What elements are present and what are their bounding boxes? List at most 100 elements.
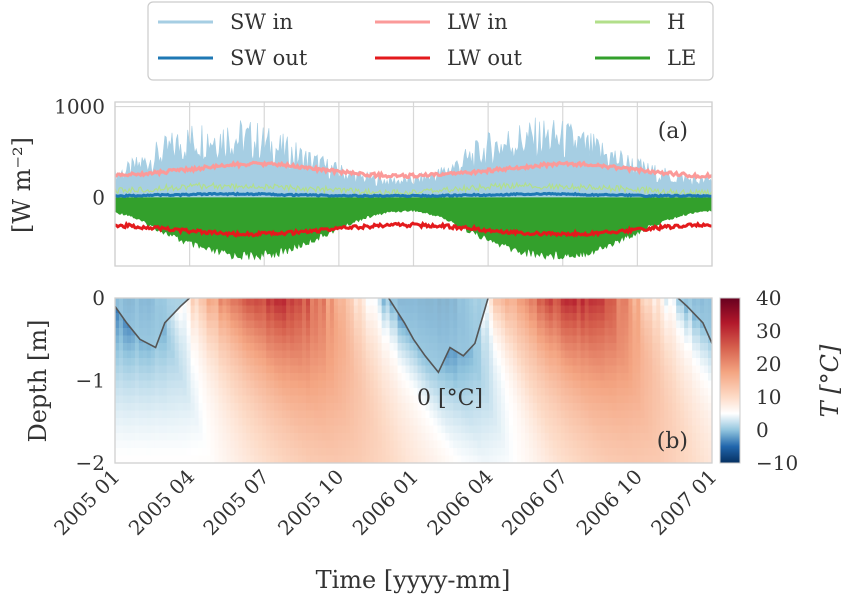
heatmap-cell bbox=[620, 403, 626, 412]
heatmap-cell bbox=[238, 298, 243, 307]
heatmap-cell bbox=[174, 388, 180, 397]
heatmap-cell bbox=[604, 410, 610, 419]
heatmap-cell bbox=[238, 425, 243, 434]
heatmap-cell bbox=[178, 448, 184, 457]
heatmap-cell bbox=[604, 305, 610, 314]
panel-a-label: (a) bbox=[658, 119, 688, 144]
heatmap-cell bbox=[489, 320, 494, 329]
heatmap-cell bbox=[162, 350, 168, 359]
heatmap-cell bbox=[353, 328, 359, 337]
heatmap-cell bbox=[210, 403, 216, 412]
heatmap-cell bbox=[238, 373, 243, 382]
heatmap-cell bbox=[516, 320, 522, 329]
heatmap-cell bbox=[596, 403, 602, 412]
heatmap-cell bbox=[377, 380, 383, 389]
heatmap-cell bbox=[246, 388, 251, 397]
heatmap-cell bbox=[413, 403, 419, 412]
heatmap-cell bbox=[290, 298, 295, 307]
heatmap-cell bbox=[290, 350, 295, 359]
heatmap-cell bbox=[298, 343, 303, 352]
heatmap-cell bbox=[524, 418, 530, 427]
heatmap-cell bbox=[489, 298, 494, 307]
heatmap-cell bbox=[142, 455, 148, 463]
zero-isotherm-line bbox=[677, 298, 712, 344]
heatmap-cell bbox=[528, 448, 534, 457]
heatmap-cell bbox=[274, 328, 279, 337]
heatmap-cell bbox=[198, 328, 204, 337]
heatmap-cell bbox=[660, 425, 665, 434]
heatmap-cell bbox=[270, 440, 275, 449]
heatmap-cell bbox=[489, 373, 494, 382]
heatmap-cell bbox=[540, 418, 546, 427]
heatmap-cell bbox=[385, 418, 391, 427]
heatmap-cell bbox=[604, 313, 610, 322]
heatmap-cell bbox=[306, 388, 311, 397]
heatmap-cell bbox=[700, 373, 705, 382]
heatmap-cell bbox=[353, 313, 359, 322]
heatmap-cell bbox=[548, 298, 554, 307]
heatmap-cell bbox=[226, 328, 232, 337]
heatmap-cell bbox=[704, 380, 709, 389]
heatmap-cell bbox=[162, 403, 168, 412]
heatmap-cell bbox=[122, 388, 128, 397]
heatmap-cell bbox=[178, 395, 184, 404]
heatmap-cell bbox=[294, 433, 299, 442]
heatmap-cell bbox=[453, 380, 458, 389]
heatmap-cell bbox=[656, 448, 661, 457]
heatmap-cell bbox=[413, 425, 419, 434]
heatmap-cell bbox=[644, 350, 649, 359]
heatmap-cell bbox=[365, 380, 371, 389]
heatmap-cell bbox=[162, 320, 168, 329]
heatmap-cell bbox=[640, 448, 645, 457]
heatmap-cell bbox=[361, 388, 367, 397]
heatmap-cell bbox=[214, 313, 220, 322]
heatmap-cell bbox=[210, 388, 216, 397]
heatmap-cell bbox=[381, 440, 387, 449]
heatmap-cell bbox=[632, 455, 637, 463]
heatmap-cell bbox=[572, 440, 578, 449]
heatmap-cell bbox=[429, 380, 434, 389]
heatmap-cell bbox=[349, 455, 355, 463]
heatmap-cell bbox=[608, 388, 614, 397]
heatmap-cell bbox=[640, 403, 645, 412]
heatmap-cell bbox=[158, 433, 164, 442]
heatmap-cell bbox=[445, 410, 450, 419]
heatmap-cell bbox=[509, 358, 514, 367]
heatmap-cell bbox=[624, 395, 630, 404]
heatmap-cell bbox=[317, 350, 323, 359]
heatmap-cell bbox=[401, 455, 407, 463]
heatmap-cell bbox=[501, 440, 506, 449]
heatmap-cell bbox=[628, 305, 633, 314]
heatmap-cell bbox=[302, 440, 307, 449]
heatmap-cell bbox=[310, 418, 315, 427]
heatmap-cell bbox=[182, 320, 188, 329]
heatmap-cell bbox=[624, 343, 630, 352]
heatmap-cell bbox=[485, 358, 490, 367]
heatmap-cell bbox=[341, 418, 347, 427]
heatmap-cell bbox=[357, 440, 363, 449]
heatmap-cell bbox=[182, 410, 188, 419]
heatmap-cell bbox=[580, 433, 586, 442]
heatmap-cell bbox=[413, 358, 419, 367]
heatmap-cell bbox=[214, 418, 220, 427]
heatmap-cell bbox=[126, 380, 132, 389]
heatmap-cell bbox=[166, 425, 172, 434]
heatmap-cell bbox=[700, 410, 705, 419]
heatmap-cell bbox=[624, 365, 630, 374]
heatmap-cell bbox=[628, 373, 633, 382]
heatmap-cell bbox=[437, 455, 442, 463]
heatmap-cell bbox=[345, 440, 351, 449]
heatmap-cell bbox=[325, 335, 331, 344]
heatmap-cell bbox=[592, 433, 598, 442]
heatmap-cell bbox=[353, 455, 359, 463]
heatmap-cell bbox=[198, 440, 204, 449]
heatmap-cell bbox=[361, 373, 367, 382]
heatmap-cell bbox=[118, 313, 124, 322]
heatmap-cell bbox=[620, 350, 626, 359]
heatmap-cell bbox=[572, 350, 578, 359]
heatmap-cell bbox=[528, 403, 534, 412]
heatmap-cell bbox=[210, 350, 216, 359]
heatmap-cell bbox=[134, 433, 140, 442]
heatmap-cell bbox=[122, 395, 128, 404]
heatmap-cell bbox=[648, 433, 653, 442]
